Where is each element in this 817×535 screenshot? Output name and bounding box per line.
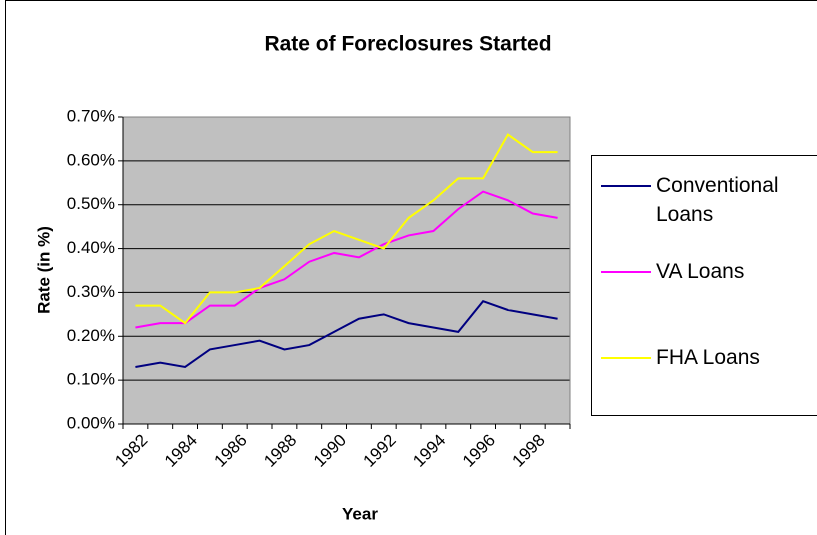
legend-box bbox=[591, 155, 817, 416]
x-axis-label: Year bbox=[342, 504, 378, 523]
y-tick-label: 0.60% bbox=[67, 150, 115, 169]
plot-area bbox=[123, 117, 570, 424]
y-tick-label: 0.50% bbox=[67, 194, 115, 213]
series-line bbox=[135, 190, 558, 329]
series-line bbox=[135, 133, 558, 325]
y-axis-label: Rate (in %) bbox=[34, 226, 53, 314]
y-tick-label: 0.70% bbox=[67, 106, 115, 125]
y-tick-label: 0.10% bbox=[67, 370, 115, 389]
legend-label: VA Loans bbox=[656, 260, 745, 283]
chart-title: Rate of Foreclosures Started bbox=[264, 33, 551, 56]
y-tick-label: 0.20% bbox=[67, 326, 115, 345]
series-line bbox=[135, 300, 558, 369]
y-tick-label: 0.40% bbox=[67, 238, 115, 257]
y-tick-label: 0.30% bbox=[67, 282, 115, 301]
legend-label: FHA Loans bbox=[656, 346, 760, 369]
y-tick-label: 0.00% bbox=[67, 413, 115, 432]
legend-label: Conventional Loans bbox=[656, 174, 779, 226]
